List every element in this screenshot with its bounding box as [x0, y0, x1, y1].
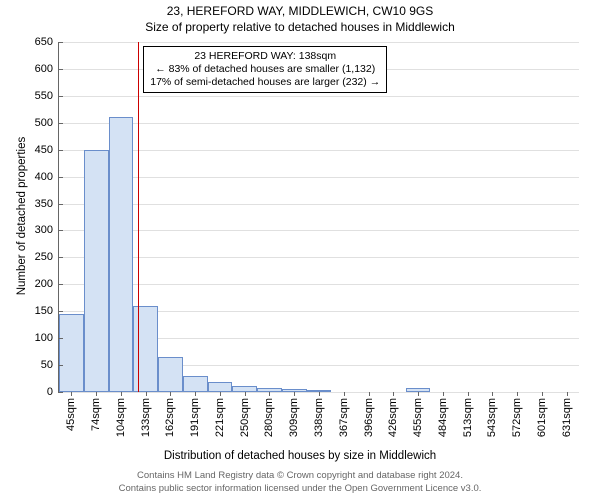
x-tick-label: 367sqm	[338, 398, 350, 437]
x-tick-label: 250sqm	[239, 398, 251, 437]
x-tick-label: 309sqm	[288, 398, 300, 437]
x-tick-label: 191sqm	[189, 398, 201, 437]
histogram-bar	[208, 382, 233, 392]
x-tick-label: 543sqm	[486, 398, 498, 437]
x-tick-label: 133sqm	[140, 398, 152, 437]
x-axis-label: Distribution of detached houses by size …	[0, 450, 600, 462]
annotation-line1: 23 HEREFORD WAY: 138sqm	[150, 50, 380, 63]
y-tick-label: 100	[35, 332, 59, 344]
y-tick-label: 600	[35, 63, 59, 75]
x-tick-mark	[294, 392, 295, 396]
y-tick-label: 300	[35, 224, 59, 236]
y-tick-label: 450	[35, 144, 59, 156]
histogram-bar	[183, 376, 208, 392]
gridline	[59, 204, 579, 205]
histogram-bar	[133, 306, 158, 392]
chart-title-line1: 23, HEREFORD WAY, MIDDLEWICH, CW10 9GS	[0, 4, 600, 18]
gridline	[59, 96, 579, 97]
x-tick-mark	[418, 392, 419, 396]
x-tick-label: 74sqm	[90, 398, 102, 431]
gridline	[59, 257, 579, 258]
x-tick-label: 513sqm	[462, 398, 474, 437]
x-tick-label: 426sqm	[387, 398, 399, 437]
gridline	[59, 150, 579, 151]
x-tick-mark	[146, 392, 147, 396]
x-tick-label: 45sqm	[65, 398, 77, 431]
chart-title-line2: Size of property relative to detached ho…	[0, 20, 600, 34]
y-tick-label: 200	[35, 278, 59, 290]
y-tick-label: 350	[35, 198, 59, 210]
gridline	[59, 177, 579, 178]
x-tick-label: 162sqm	[164, 398, 176, 437]
x-tick-mark	[492, 392, 493, 396]
x-tick-mark	[245, 392, 246, 396]
chart-container: 23, HEREFORD WAY, MIDDLEWICH, CW10 9GS S…	[0, 0, 600, 500]
x-tick-label: 455sqm	[412, 398, 424, 437]
gridline	[59, 284, 579, 285]
x-tick-label: 338sqm	[313, 398, 325, 437]
x-tick-mark	[319, 392, 320, 396]
x-tick-mark	[542, 392, 543, 396]
gridline	[59, 123, 579, 124]
x-tick-label: 572sqm	[511, 398, 523, 437]
footnote-line2: Contains public sector information licen…	[0, 483, 600, 494]
x-tick-label: 396sqm	[363, 398, 375, 437]
x-tick-mark	[393, 392, 394, 396]
histogram-bar	[59, 314, 84, 392]
y-tick-label: 650	[35, 36, 59, 48]
x-tick-mark	[71, 392, 72, 396]
x-tick-mark	[468, 392, 469, 396]
x-tick-mark	[269, 392, 270, 396]
footnote-line1: Contains HM Land Registry data © Crown c…	[0, 470, 600, 481]
reference-line	[138, 42, 139, 392]
x-tick-mark	[443, 392, 444, 396]
annotation-line3: 17% of semi-detached houses are larger (…	[150, 76, 380, 89]
gridline	[59, 42, 579, 43]
y-axis-label: Number of detached properties	[16, 126, 28, 306]
x-tick-label: 631sqm	[561, 398, 573, 437]
x-tick-label: 104sqm	[115, 398, 127, 437]
y-tick-label: 400	[35, 171, 59, 183]
y-tick-label: 250	[35, 251, 59, 263]
gridline	[59, 230, 579, 231]
x-tick-mark	[567, 392, 568, 396]
plot-area: 050100150200250300350400450500550600650 …	[58, 42, 579, 393]
y-tick-label: 50	[41, 359, 59, 371]
x-tick-mark	[220, 392, 221, 396]
x-tick-label: 484sqm	[437, 398, 449, 437]
y-tick-label: 500	[35, 117, 59, 129]
x-tick-label: 280sqm	[263, 398, 275, 437]
x-tick-label: 221sqm	[214, 398, 226, 437]
x-tick-mark	[170, 392, 171, 396]
histogram-bar	[158, 357, 183, 392]
x-tick-mark	[96, 392, 97, 396]
x-tick-mark	[517, 392, 518, 396]
histogram-bar	[109, 117, 134, 392]
y-tick-label: 0	[47, 386, 59, 398]
y-tick-label: 550	[35, 90, 59, 102]
x-tick-mark	[369, 392, 370, 396]
x-tick-mark	[344, 392, 345, 396]
x-tick-mark	[121, 392, 122, 396]
annotation-line2: ← 83% of detached houses are smaller (1,…	[150, 63, 380, 76]
y-tick-label: 150	[35, 305, 59, 317]
histogram-bar	[84, 150, 109, 392]
annotation-box: 23 HEREFORD WAY: 138sqm ← 83% of detache…	[143, 46, 387, 93]
x-tick-mark	[195, 392, 196, 396]
x-tick-label: 601sqm	[536, 398, 548, 437]
